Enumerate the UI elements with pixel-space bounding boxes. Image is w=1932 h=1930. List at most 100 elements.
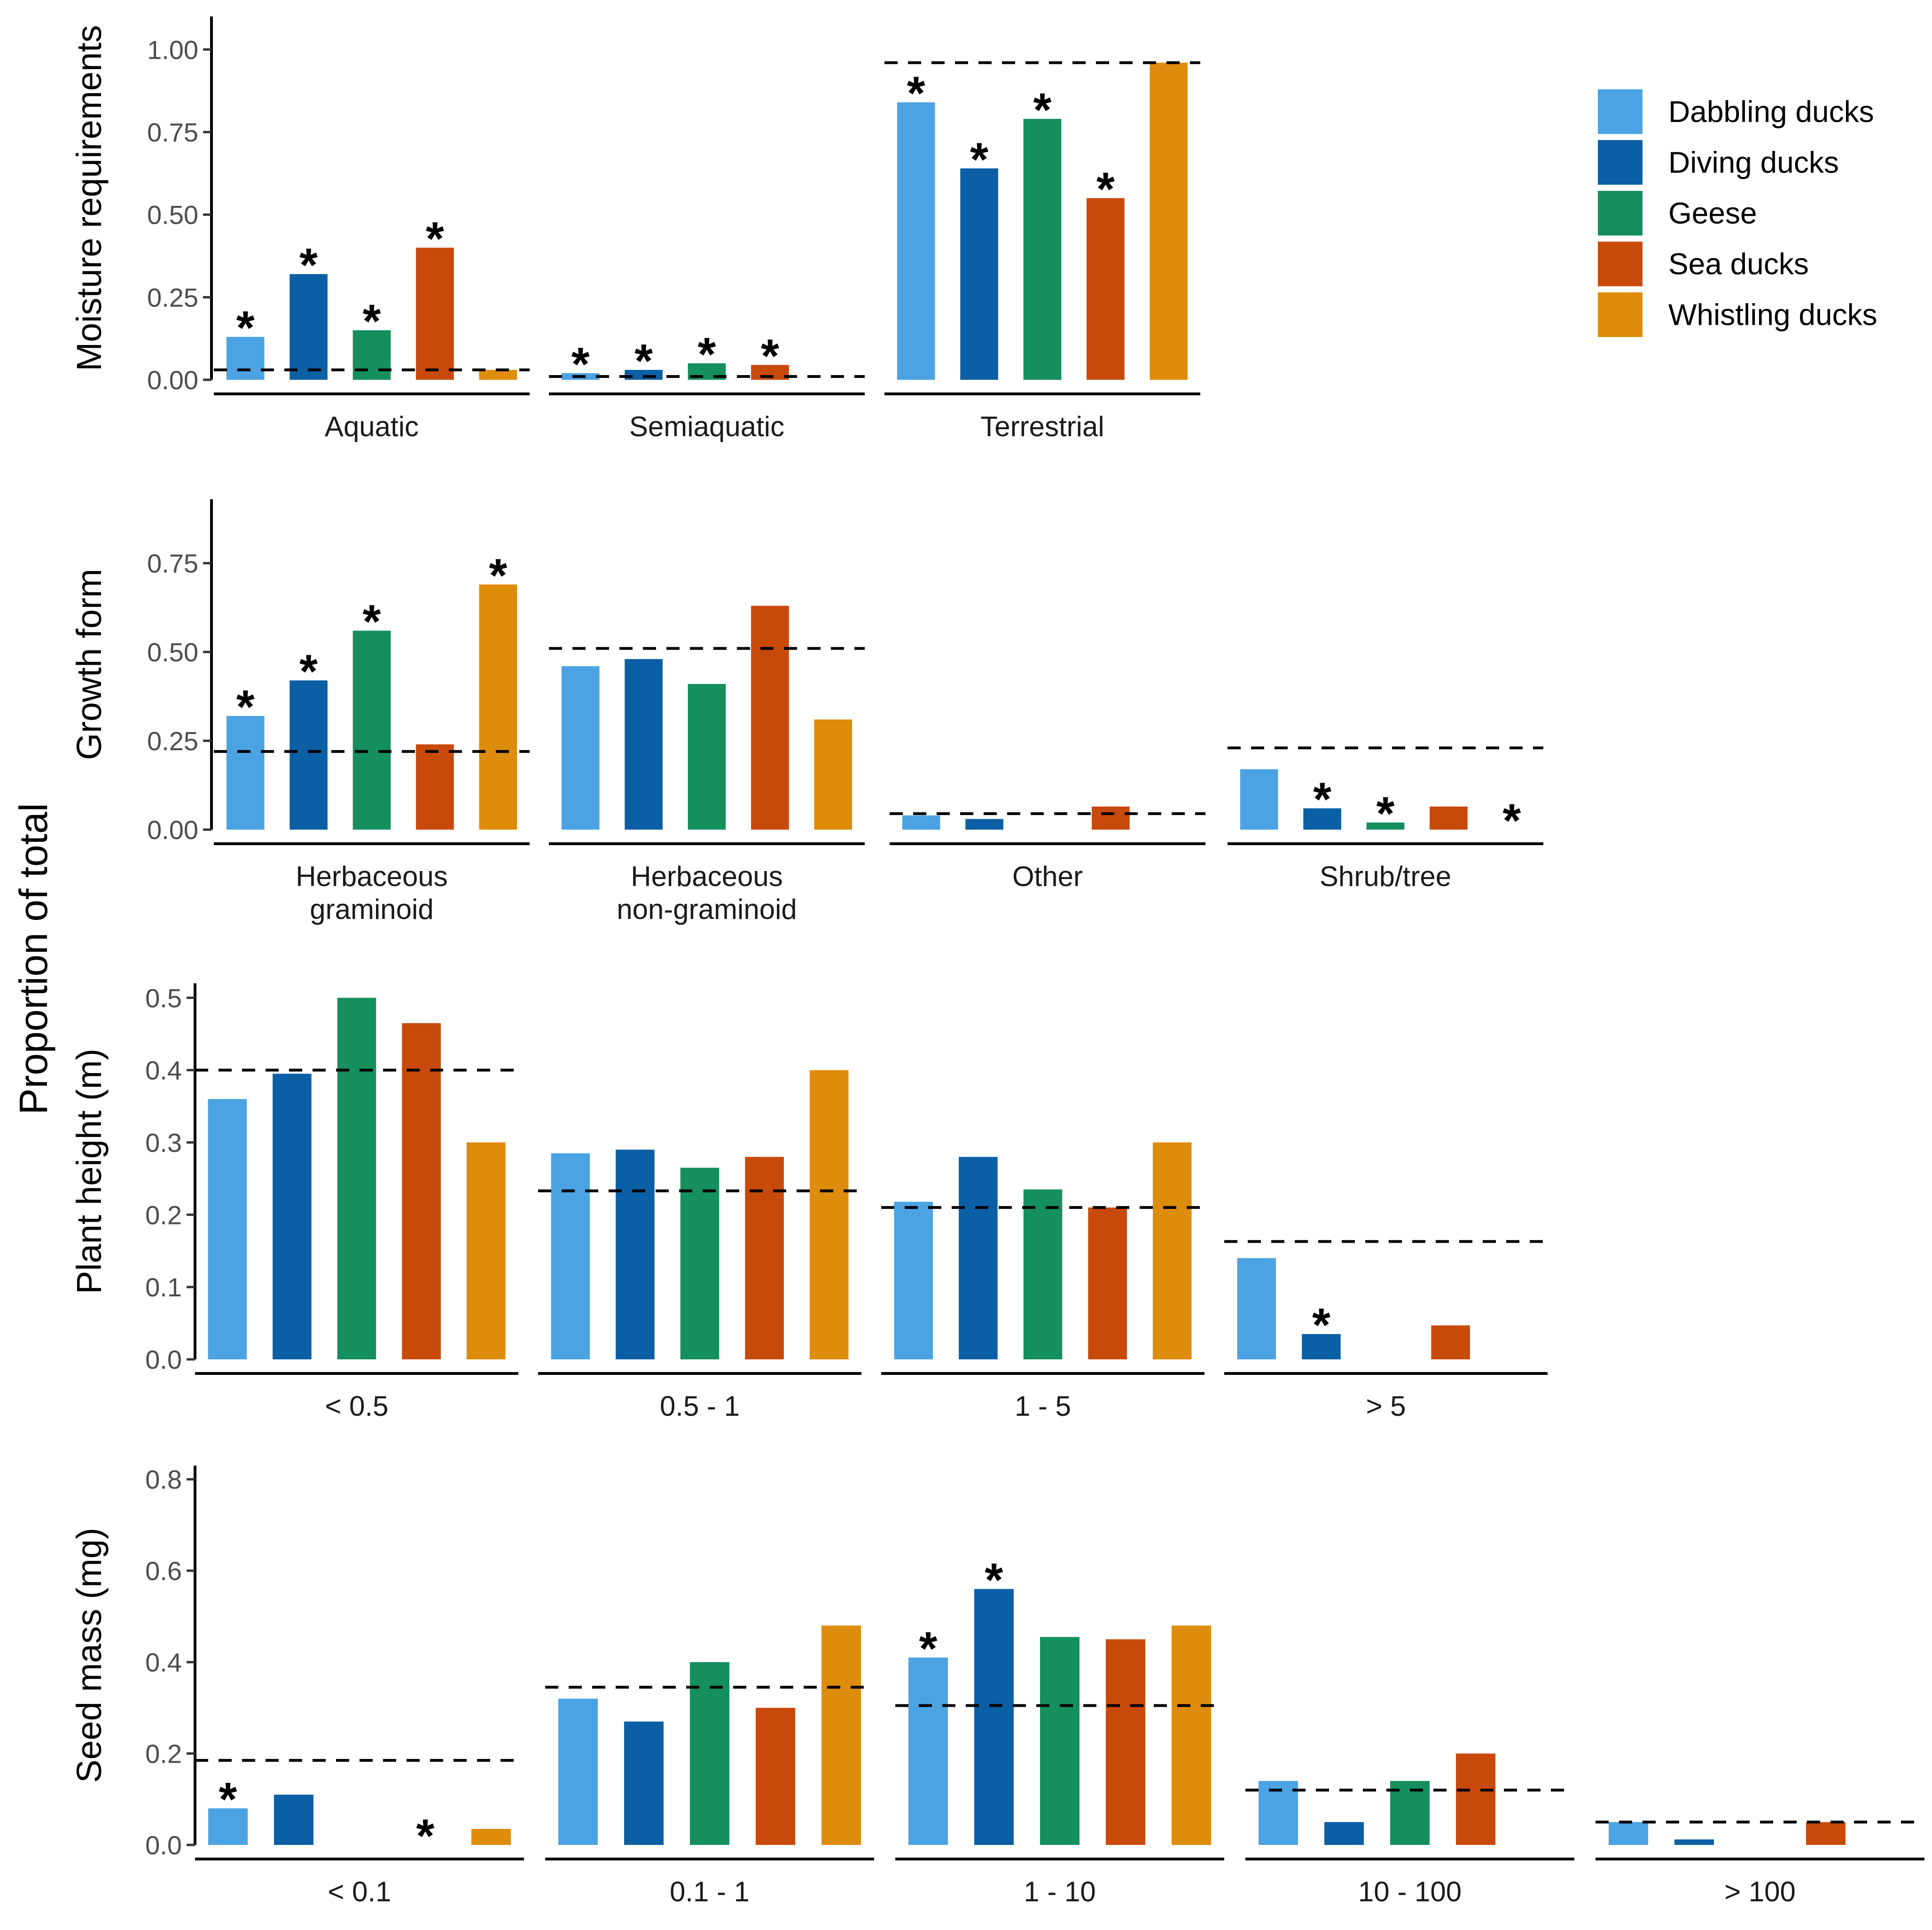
bar — [821, 1625, 861, 1845]
bar — [1431, 1325, 1470, 1359]
bar — [1023, 118, 1062, 380]
significance-star: * — [761, 330, 779, 382]
facet-label: 0.1 - 1 — [670, 1876, 750, 1907]
legend-swatch — [1598, 292, 1643, 337]
legend-label: Sea ducks — [1668, 247, 1809, 281]
bar — [274, 1795, 313, 1845]
bar — [680, 1168, 720, 1359]
bar — [974, 1589, 1014, 1845]
bar — [1806, 1822, 1846, 1845]
bar — [908, 1657, 948, 1845]
panel-y-label: Moisture requirements — [70, 25, 109, 371]
bar — [479, 369, 517, 380]
y-tick-label: 0.3 — [145, 1128, 182, 1157]
bar — [561, 666, 600, 830]
significance-star: * — [634, 335, 653, 387]
bar — [814, 719, 853, 830]
bar — [809, 1070, 849, 1359]
bar — [466, 1142, 506, 1359]
significance-star: * — [985, 1554, 1003, 1607]
facet-label: non-graminoid — [617, 894, 797, 925]
facet-label: > 100 — [1724, 1876, 1796, 1907]
significance-star: * — [1096, 163, 1115, 216]
bar — [1303, 808, 1341, 830]
facet-label: Semiaquatic — [629, 411, 784, 442]
facet-label: Other — [1012, 861, 1083, 892]
bar — [352, 630, 391, 830]
bar — [1172, 1625, 1211, 1845]
facet-label: < 0.5 — [325, 1390, 388, 1422]
bar — [208, 1099, 247, 1359]
bar — [1106, 1639, 1145, 1845]
bar — [690, 1662, 729, 1845]
bar — [1150, 63, 1188, 380]
bar — [902, 815, 940, 830]
bar — [894, 1201, 933, 1359]
bar — [745, 1157, 784, 1359]
significance-star: * — [299, 645, 318, 698]
y-tick-label: 0.25 — [147, 726, 198, 756]
bar — [688, 684, 726, 830]
bar — [1040, 1637, 1079, 1845]
global-y-label: Proportion of total — [11, 803, 55, 1114]
y-tick-label: 0.6 — [145, 1556, 182, 1586]
bar — [416, 247, 454, 380]
bar — [960, 168, 998, 380]
significance-star: * — [426, 212, 444, 265]
bar — [471, 1828, 511, 1845]
legend-swatch — [1598, 140, 1643, 185]
bar — [551, 1153, 590, 1359]
bar — [624, 1721, 664, 1845]
significance-star: * — [363, 596, 381, 648]
significance-star: * — [698, 328, 716, 381]
significance-star: * — [299, 239, 318, 291]
y-tick-label: 0.25 — [147, 282, 198, 312]
y-tick-label: 0.1 — [145, 1272, 182, 1302]
y-tick-label: 0.50 — [147, 200, 198, 230]
y-tick-label: 0.00 — [147, 815, 198, 845]
bar — [226, 337, 265, 380]
significance-star: * — [571, 338, 590, 391]
bar — [959, 1157, 998, 1359]
y-tick-label: 0.00 — [147, 365, 198, 395]
bar — [1023, 1189, 1063, 1359]
significance-star: * — [236, 302, 255, 354]
facet-label: > 5 — [1366, 1390, 1406, 1422]
bar — [289, 680, 328, 830]
significance-star: * — [970, 133, 988, 186]
bar — [226, 716, 265, 830]
bar — [1152, 1142, 1192, 1359]
bar — [337, 997, 376, 1359]
bar — [1430, 806, 1468, 830]
bar — [1609, 1822, 1648, 1845]
panel-y-label: Growth form — [70, 569, 109, 760]
legend-label: Diving ducks — [1668, 146, 1839, 180]
significance-star: * — [1033, 84, 1052, 136]
significance-star: * — [1313, 773, 1331, 826]
legend-label: Geese — [1668, 196, 1757, 230]
bar — [1674, 1839, 1714, 1845]
bar — [625, 659, 663, 830]
y-tick-label: 0.2 — [145, 1200, 182, 1230]
y-tick-label: 0.5 — [145, 983, 182, 1013]
y-tick-label: 0.8 — [145, 1465, 182, 1494]
significance-star: * — [363, 295, 381, 348]
facet-label: graminoid — [310, 894, 433, 925]
significance-star: * — [236, 681, 255, 733]
panel-y-label: Plant height (m) — [70, 1049, 109, 1294]
y-tick-label: 0.4 — [145, 1056, 182, 1085]
legend-swatch — [1598, 191, 1643, 235]
y-tick-label: 0.4 — [145, 1648, 182, 1677]
legend-swatch — [1598, 89, 1643, 134]
y-tick-label: 1.00 — [147, 35, 198, 64]
significance-star: * — [1377, 787, 1395, 840]
bar — [1302, 1334, 1341, 1359]
y-tick-label: 0.75 — [147, 549, 198, 578]
facet-label: Aquatic — [325, 411, 419, 442]
bar — [965, 819, 1003, 830]
bar — [1087, 198, 1125, 380]
facet-label: 0.5 - 1 — [660, 1390, 740, 1422]
bar — [1456, 1753, 1495, 1845]
bar — [1237, 1258, 1276, 1359]
